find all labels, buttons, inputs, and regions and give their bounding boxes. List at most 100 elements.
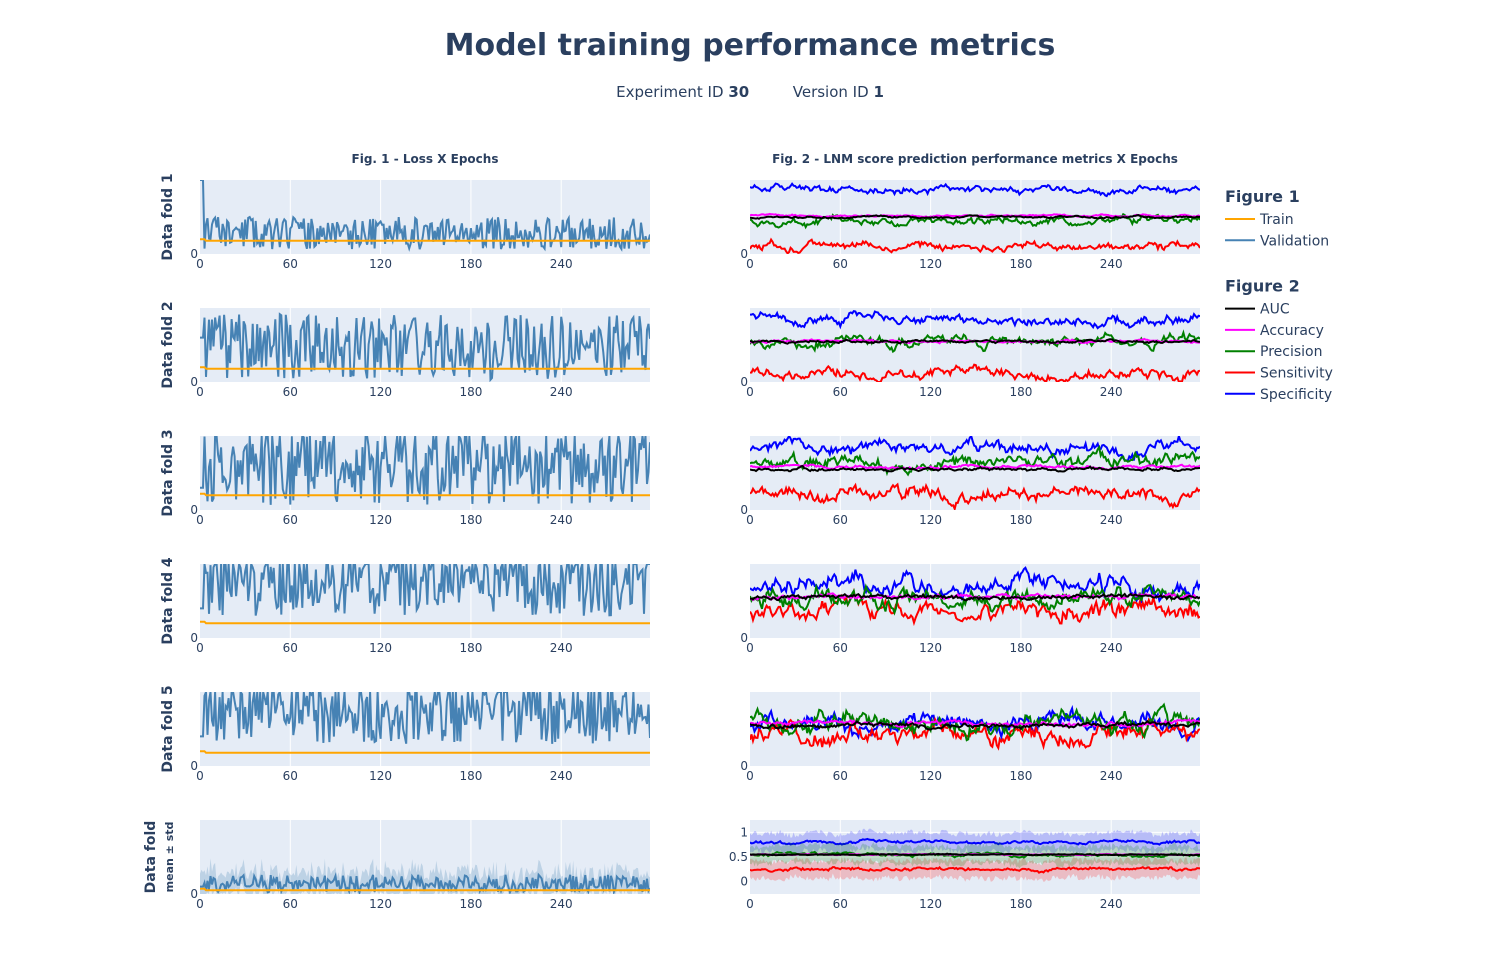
x-tick-label: 240 (1100, 385, 1123, 399)
series-precision-line (750, 444, 1200, 477)
x-tick-label: 180 (459, 897, 482, 911)
x-tick-label: 120 (919, 385, 942, 399)
legend-title-figure-2: Figure 2 (1225, 277, 1300, 296)
x-tick-label: 120 (369, 513, 392, 527)
x-tick-label: 0 (196, 769, 204, 783)
row-label-main: Data fold (143, 821, 159, 894)
series-sensitivity-line (750, 587, 1200, 627)
y-tick-label: 0 (740, 875, 748, 889)
legend-item-auc: AUC (1260, 302, 1290, 318)
x-tick-label: 180 (1009, 897, 1032, 911)
x-tick-label: 0 (746, 641, 754, 655)
y-tick-label: 0 (190, 759, 198, 773)
legend-item-accuracy: Accuracy (1260, 323, 1324, 339)
x-tick-label: 240 (1100, 641, 1123, 655)
legend-title-figure-1: Figure 1 (1225, 187, 1300, 206)
x-tick-label: 240 (550, 769, 573, 783)
x-tick-label: 120 (369, 385, 392, 399)
x-tick-label: 60 (833, 257, 848, 271)
x-tick-label: 120 (369, 257, 392, 271)
series-auc-line (750, 214, 1200, 220)
series-specificity-line (750, 566, 1200, 604)
x-tick-label: 180 (459, 385, 482, 399)
legend-item-train: Train (1259, 212, 1294, 228)
row-label-4: Data fold 4 (160, 557, 176, 644)
series-auc-line (750, 719, 1200, 731)
x-tick-label: 120 (369, 641, 392, 655)
x-tick-label: 0 (746, 257, 754, 271)
series-validation-line (200, 692, 650, 744)
series-sensitivity-line (750, 237, 1200, 254)
series-specificity-line (750, 837, 1200, 846)
series-precision-line (750, 702, 1200, 742)
y-tick-label: 0 (740, 375, 748, 389)
x-tick-label: 180 (1009, 769, 1032, 783)
page-title: Model training performance metrics (444, 28, 1056, 63)
series-auc-line (750, 464, 1200, 473)
series-train-line (200, 887, 650, 892)
row-label-5: Data fold 5 (160, 685, 176, 772)
x-tick-label: 120 (369, 769, 392, 783)
y-tick-label: 0 (740, 503, 748, 517)
x-tick-label: 240 (550, 897, 573, 911)
x-tick-label: 240 (550, 385, 573, 399)
y-tick-label: 0 (740, 759, 748, 773)
x-tick-label: 120 (919, 641, 942, 655)
x-tick-label: 60 (283, 769, 298, 783)
experiment-id-label: Experiment ID (616, 83, 724, 101)
series-auc-line (750, 592, 1200, 602)
x-tick-label: 240 (550, 257, 573, 271)
series-validation-line (200, 436, 650, 505)
series-train-line (200, 750, 650, 754)
x-tick-label: 0 (746, 769, 754, 783)
series-validation-line (200, 312, 650, 382)
x-tick-label: 180 (1009, 257, 1032, 271)
x-tick-label: 0 (196, 513, 204, 527)
series-train-line (200, 366, 650, 370)
legend-item-specificity: Specificity (1260, 387, 1332, 403)
x-tick-label: 240 (550, 513, 573, 527)
x-tick-label: 180 (1009, 385, 1032, 399)
series-sensitivity-line (750, 363, 1200, 382)
y-tick-label: 0 (190, 247, 198, 261)
series-specificity-line (750, 309, 1200, 330)
x-tick-label: 180 (1009, 641, 1032, 655)
x-tick-label: 240 (550, 641, 573, 655)
x-tick-label: 60 (283, 641, 298, 655)
legend-item-validation: Validation (1260, 233, 1329, 249)
x-tick-label: 180 (459, 513, 482, 527)
x-tick-label: 60 (833, 769, 848, 783)
x-tick-label: 180 (459, 641, 482, 655)
y-tick-label: 0 (190, 631, 198, 645)
series-specificity-line (750, 182, 1200, 198)
x-tick-label: 240 (1100, 513, 1123, 527)
x-tick-label: 180 (459, 769, 482, 783)
series-validation-line (200, 180, 650, 252)
row-label-2: Data fold 2 (160, 301, 176, 388)
x-tick-label: 120 (369, 897, 392, 911)
x-tick-label: 60 (833, 513, 848, 527)
version-id-label: Version ID (792, 83, 869, 101)
x-tick-label: 0 (746, 897, 754, 911)
x-tick-label: 0 (196, 385, 204, 399)
x-tick-label: 120 (919, 513, 942, 527)
series-train-line (200, 620, 650, 625)
subtitle: Experiment ID 30 Version ID 1 (0, 83, 1500, 101)
legend-item-sensitivity: Sensitivity (1260, 366, 1333, 382)
series-validation-line (200, 564, 650, 617)
y-tick-label: 0 (190, 375, 198, 389)
row-label-6: Data fold mean ± std (143, 821, 176, 894)
x-tick-label: 240 (1100, 769, 1123, 783)
x-tick-label: 180 (1009, 513, 1032, 527)
series-sensitivity-line (750, 865, 1200, 874)
y-tick-label: 0 (740, 247, 748, 261)
series-train-line (200, 492, 650, 497)
y-tick-label: 0 (190, 503, 198, 517)
column-title-2: Fig. 2 - LNM score prediction performanc… (772, 152, 1178, 166)
x-tick-label: 60 (283, 257, 298, 271)
x-tick-label: 60 (283, 897, 298, 911)
x-tick-label: 240 (1100, 897, 1123, 911)
series-auc-line (750, 852, 1200, 857)
x-tick-label: 60 (833, 641, 848, 655)
y-tick-label: 1 (740, 825, 748, 839)
